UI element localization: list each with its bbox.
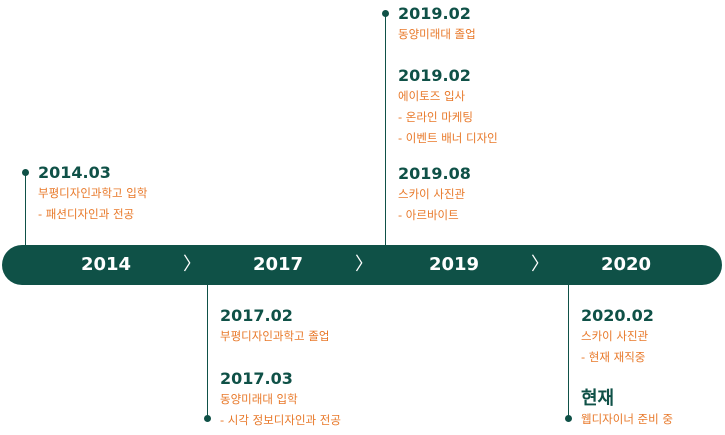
connector-line [385, 13, 386, 245]
chevron-right-icon: 〉 [355, 254, 373, 275]
year-2014: 2014 [80, 254, 132, 275]
event-text: 웹디자이너 준비 중 [581, 412, 673, 426]
event-2020-02: 2020.02 스카이 사진관 - 현재 재직중 [581, 306, 654, 368]
timeline-dot [22, 169, 29, 176]
event-2019-02-job: 2019.02 에이토즈 입사 - 온라인 마케팅 - 이벤트 배너 디자인 [398, 66, 498, 149]
event-date: 2019.08 [398, 164, 471, 183]
year-2019: 2019 [428, 254, 480, 275]
event-2014-03: 2014.03 부평디자인과학고 입학 - 패션디자인과 전공 [38, 163, 147, 225]
year-2017: 2017 [252, 254, 304, 275]
event-date: 2019.02 [398, 66, 471, 85]
chevron-right-icon: 〉 [183, 254, 201, 275]
chevron-right-icon: 〉 [531, 254, 549, 275]
event-date: 2017.03 [220, 369, 293, 388]
connector-line [25, 172, 26, 245]
event-date: 2020.02 [581, 306, 654, 325]
timeline-dot [382, 10, 389, 17]
event-2019-08: 2019.08 스카이 사진관 - 아르바이트 [398, 164, 471, 226]
event-text: 동양미래대 입학 [220, 392, 298, 406]
event-date: 2017.02 [220, 306, 293, 325]
event-text: 에이토즈 입사 [398, 89, 466, 103]
event-text: 스카이 사진관 [398, 187, 466, 201]
event-date: 2019.02 [398, 4, 471, 23]
event-text: - 시각 정보디자인과 전공 [220, 413, 341, 427]
event-text: - 현재 재직중 [581, 350, 646, 364]
event-2017-02: 2017.02 부평디자인과학고 졸업 [220, 306, 329, 347]
event-2017-03: 2017.03 동양미래대 입학 - 시각 정보디자인과 전공 [220, 369, 341, 431]
event-current: 현재 웹디자이너 준비 중 [581, 389, 673, 430]
event-text: - 아르바이트 [398, 208, 459, 222]
timeline-dot [565, 415, 572, 422]
year-2020: 2020 [600, 254, 652, 275]
connector-line [207, 285, 208, 418]
event-date: 2014.03 [38, 163, 111, 182]
event-text: 부평디자인과학고 졸업 [220, 329, 330, 343]
event-text: 부평디자인과학고 입학 [38, 186, 148, 200]
event-text: - 이벤트 배너 디자인 [398, 131, 498, 145]
timeline-dot [204, 415, 211, 422]
event-text: - 온라인 마케팅 [398, 110, 473, 124]
connector-line [568, 285, 569, 418]
event-text: 동양미래대 졸업 [398, 27, 476, 41]
event-date: 현재 [581, 388, 615, 409]
timeline-bar: 2014 〉 2017 〉 2019 〉 2020 [2, 245, 722, 285]
event-text: 스카이 사진관 [581, 329, 649, 343]
event-text: - 패션디자인과 전공 [38, 207, 135, 221]
event-2019-02-graduation: 2019.02 동양미래대 졸업 [398, 4, 476, 45]
